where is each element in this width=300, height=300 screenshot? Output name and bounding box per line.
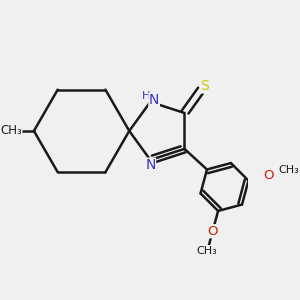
Text: CH₃: CH₃ [0, 124, 22, 137]
Text: O: O [263, 169, 274, 182]
Text: N: N [149, 93, 159, 107]
Text: H: H [142, 91, 151, 101]
Text: CH₃: CH₃ [279, 165, 299, 175]
Text: S: S [200, 79, 209, 93]
Text: N: N [145, 158, 155, 172]
Text: CH₃: CH₃ [197, 247, 218, 256]
Text: O: O [207, 225, 218, 238]
